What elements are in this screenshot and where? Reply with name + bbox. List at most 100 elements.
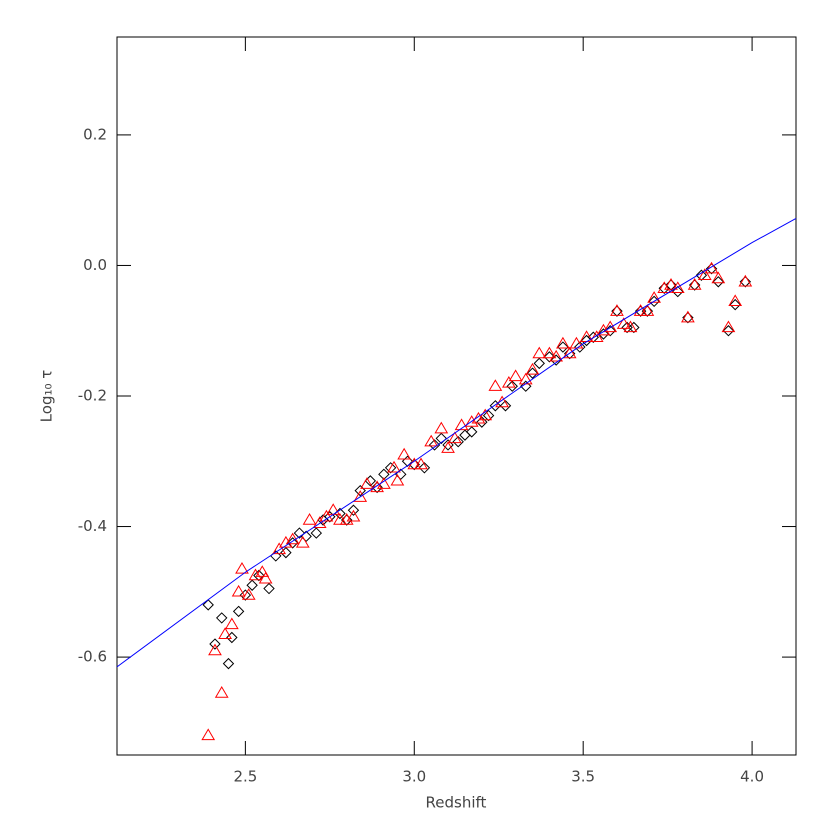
diamond-point (482, 409, 495, 422)
triangle-point (447, 431, 462, 444)
diamond-point (246, 579, 258, 591)
diamond-point (222, 657, 235, 670)
triangle-point (414, 457, 428, 470)
diamond-point (216, 612, 228, 624)
triangle-point (721, 320, 736, 333)
triangle-point (704, 261, 719, 274)
diamond-point (354, 484, 366, 497)
triangle-point (387, 460, 401, 473)
diamond-point (341, 514, 353, 526)
triangle-point (255, 565, 270, 577)
fit-line (116, 218, 797, 668)
diamond-point (442, 439, 454, 451)
triangle-point (279, 535, 293, 548)
triangle-point (208, 643, 222, 656)
diamond-point (506, 380, 518, 392)
triangle-point (441, 441, 455, 453)
diamond-point (665, 279, 677, 291)
triangle-point (610, 304, 624, 316)
diamond-point (253, 569, 265, 582)
diamond-point (641, 305, 654, 317)
triangle-point (525, 362, 540, 375)
diamond-point (533, 357, 545, 370)
triangle-point (647, 291, 661, 303)
y-axis-label: Log₁₀ τ (38, 370, 56, 423)
triangle-point (697, 268, 712, 280)
diamond-point (226, 631, 238, 644)
triangle-point (488, 379, 503, 391)
y-tick-label: -0.6 (78, 648, 107, 666)
diamond-point (628, 321, 640, 334)
triangle-point (235, 561, 249, 574)
diamond-point (557, 341, 569, 353)
diamond-point (286, 537, 299, 549)
x-tick-label: 3.0 (402, 768, 426, 786)
y-tick-label: 0.0 (83, 256, 107, 274)
diamond-point (550, 354, 562, 366)
triangle-point (478, 408, 493, 421)
diamond-point (499, 400, 512, 412)
triangle-point (302, 513, 317, 525)
x-tick-label: 4.0 (740, 768, 764, 786)
triangle-point (434, 421, 449, 434)
triangle-point (664, 278, 678, 290)
triangle-point (390, 473, 405, 486)
diamond-point (293, 527, 306, 539)
triangle-point (397, 447, 412, 460)
triangle-point (556, 336, 570, 349)
y-tick-label: -0.4 (78, 517, 107, 535)
diamond-point (239, 589, 252, 601)
diamond-point (378, 468, 390, 481)
triangle-point (501, 375, 516, 388)
triangle-point (218, 627, 232, 639)
y-tick-label: 0.2 (83, 125, 107, 143)
diamond-point (459, 429, 471, 441)
triangle-point (495, 395, 509, 408)
triangle-point (542, 346, 557, 359)
diamond-point (682, 311, 694, 324)
triangle-point (353, 490, 368, 502)
triangle-point (360, 477, 374, 489)
diamond-point (563, 347, 576, 360)
triangle-point (549, 349, 564, 362)
triangle-point (532, 346, 547, 359)
diamond-point (574, 341, 586, 353)
diamond-point (611, 305, 623, 317)
diamond-point (672, 285, 684, 298)
triangle-point (464, 415, 479, 427)
diamond-point (739, 276, 752, 288)
triangle-point (711, 271, 726, 284)
triangle-point (471, 411, 486, 424)
diamond-point (465, 426, 478, 438)
diamond-point (452, 435, 464, 448)
triangle-point (201, 728, 216, 741)
diamond-point (489, 400, 502, 412)
x-tick-label: 2.5 (233, 768, 257, 786)
triangle-point (738, 274, 753, 287)
triangle-point (248, 568, 263, 581)
triangle-point (346, 509, 361, 522)
diamond-point (384, 462, 397, 474)
diamond-point (722, 325, 735, 337)
triangle-point (616, 317, 631, 329)
diamond-point (543, 351, 556, 363)
y-tick-label: -0.2 (78, 387, 107, 405)
diamond-point (310, 527, 323, 539)
diamond-point (476, 416, 488, 428)
diamond-point (202, 599, 214, 611)
triangle-point (603, 320, 618, 333)
diamond-point (263, 582, 275, 595)
diamond-point (232, 605, 245, 618)
diamond-point (695, 269, 708, 281)
diamond-point (712, 276, 725, 288)
diamond-point (280, 546, 292, 559)
triangle-point (640, 304, 655, 316)
triangle-point (333, 513, 347, 525)
triangle-point (258, 571, 273, 584)
triangle-point (623, 320, 638, 333)
diamond-point (347, 504, 360, 516)
triangle-point (295, 535, 310, 548)
triangle-point (562, 346, 577, 359)
triangle-point (681, 310, 695, 323)
triangle-point (312, 516, 327, 528)
